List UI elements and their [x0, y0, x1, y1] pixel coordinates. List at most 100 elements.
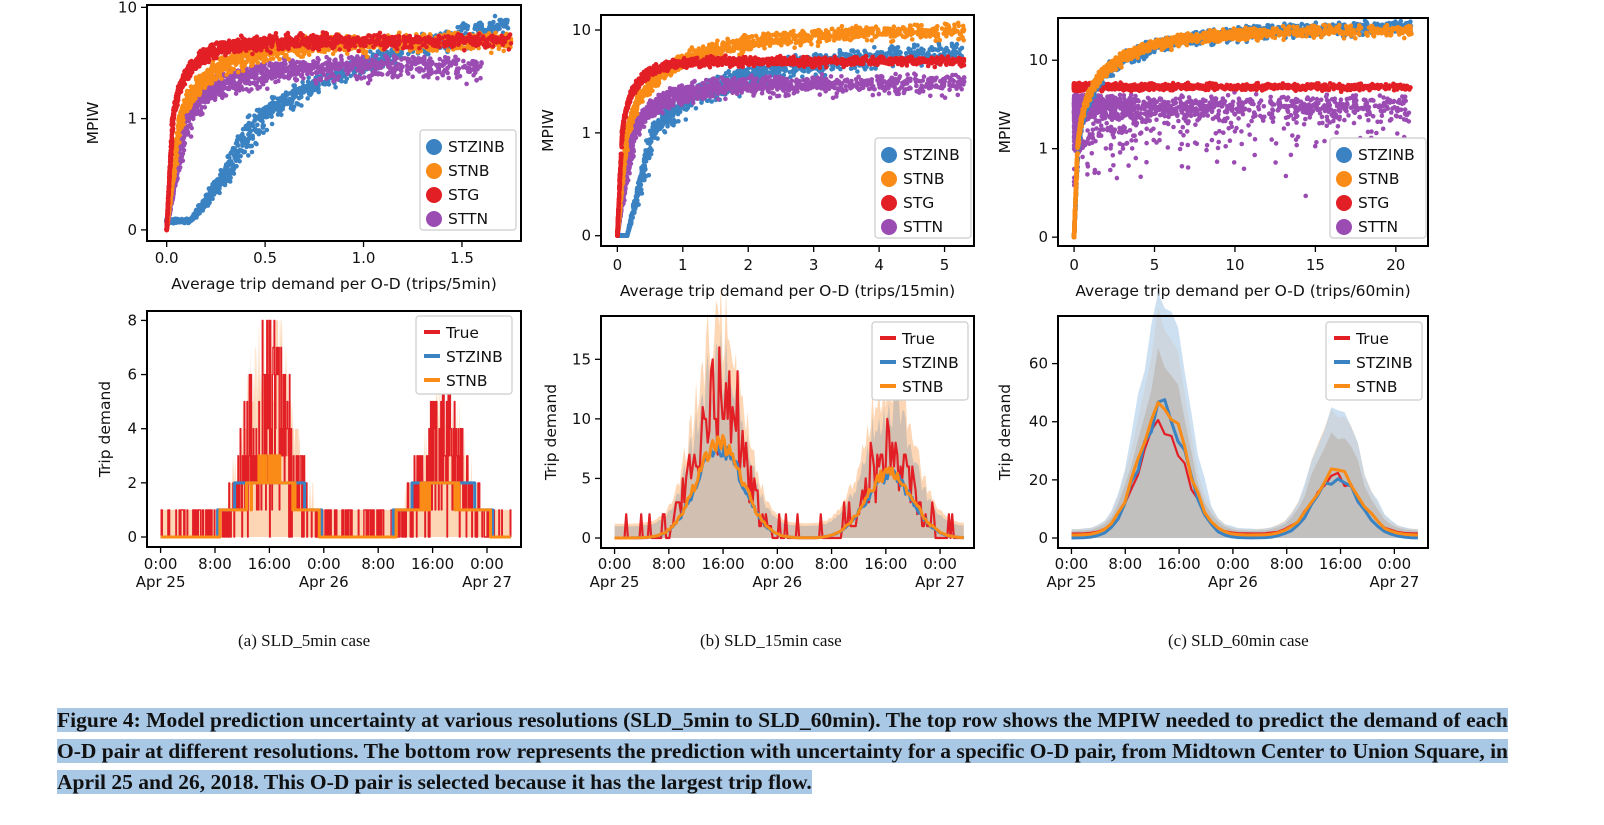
point-STTN: [367, 65, 373, 71]
point-STTN: [436, 66, 442, 72]
point-STZINB: [214, 179, 220, 184]
point-STTN: [363, 59, 369, 64]
point-STZINB: [502, 18, 508, 23]
point-STZINB: [504, 25, 510, 30]
point-STTN: [275, 67, 281, 73]
point-STTN: [286, 75, 292, 81]
point-STZINB: [290, 89, 296, 94]
point-STZINB: [260, 123, 266, 128]
point-STTN: [372, 68, 378, 73]
point-STTN: [369, 72, 375, 78]
point-STTN: [223, 93, 229, 98]
point-STTN: [269, 68, 275, 74]
point-STTN: [471, 66, 477, 72]
point-STTN: [347, 67, 353, 72]
point-STTN: [197, 100, 203, 105]
point-STNB: [226, 56, 231, 62]
point-STNB: [364, 54, 370, 60]
point-STTN: [370, 58, 375, 64]
point-STTN: [387, 62, 393, 67]
point-STZINB: [266, 109, 271, 115]
point-STTN: [263, 78, 269, 84]
point-STTN: [292, 76, 298, 81]
point-STZINB: [237, 147, 243, 153]
point-STZINB: [210, 182, 216, 188]
point-STTN: [367, 77, 373, 83]
point-STTN: [383, 53, 388, 59]
point-STZINB: [254, 122, 260, 128]
point-STTN: [416, 60, 422, 65]
point-STNB: [185, 94, 190, 100]
point-STTN: [392, 68, 397, 74]
point-STTN: [444, 66, 450, 72]
point-STZINB: [197, 210, 202, 216]
point-STTN: [433, 62, 439, 68]
point-STZINB: [252, 113, 257, 118]
point-STTN: [393, 64, 398, 69]
point-STZINB: [253, 140, 258, 146]
point-STNB: [226, 69, 231, 75]
point-STNB: [468, 46, 474, 52]
point-STTN: [452, 61, 458, 66]
point-STTN: [219, 93, 224, 98]
point-STZINB: [492, 13, 498, 19]
point-STNB: [298, 54, 304, 59]
point-STZINB: [188, 218, 193, 223]
point-STZINB: [475, 24, 481, 30]
point-STTN: [282, 68, 288, 73]
point-STTN: [325, 69, 331, 74]
point-STNB: [173, 155, 178, 160]
point-STZINB: [284, 101, 290, 107]
point-STNB: [219, 76, 224, 81]
point-STNB: [213, 68, 218, 74]
point-STZINB: [242, 149, 247, 155]
point-STTN: [421, 68, 426, 73]
point-STZINB: [465, 24, 471, 29]
point-STZINB: [210, 196, 215, 201]
point-STZINB: [497, 26, 502, 31]
point-STTN: [359, 76, 364, 81]
point-STNB: [489, 50, 494, 56]
point-STNB: [232, 55, 238, 60]
point-STTN: [343, 64, 349, 69]
point-STTN: [446, 75, 452, 81]
point-STTN: [470, 58, 475, 64]
point-STTN: [281, 73, 286, 79]
point-STZINB: [461, 25, 467, 31]
point-STZINB: [375, 49, 381, 54]
point-STTN: [466, 69, 471, 74]
point-STTN: [332, 58, 337, 63]
point-STZINB: [491, 19, 496, 25]
point-STTN: [259, 67, 264, 73]
point-STNB: [216, 64, 221, 70]
point-STZINB: [306, 75, 312, 80]
point-STNB: [191, 94, 197, 99]
point-STZINB: [281, 94, 287, 99]
point-STTN: [378, 71, 383, 77]
point-STTN: [231, 85, 236, 91]
point-STTN: [440, 72, 446, 78]
point-STTN: [324, 76, 329, 81]
point-STTN: [353, 59, 359, 65]
point-STTN: [466, 61, 471, 66]
point-STTN: [300, 63, 306, 68]
point-STTN: [298, 67, 304, 72]
point-STNB: [259, 55, 264, 61]
point-STTN: [406, 71, 411, 76]
point-STTN: [228, 79, 233, 84]
point-STTN: [410, 74, 416, 79]
point-STNB: [363, 49, 369, 55]
point-STNB: [187, 105, 193, 111]
point-STZINB: [279, 112, 284, 118]
point-STZINB: [233, 158, 239, 163]
point-STTN: [453, 71, 459, 76]
point-STTN: [309, 71, 315, 76]
point-STZINB: [235, 134, 241, 139]
point-STTN: [319, 63, 325, 68]
point-STZINB: [367, 49, 373, 54]
point-STZINB: [308, 92, 313, 97]
point-STZINB: [249, 143, 255, 149]
point-STTN: [264, 70, 270, 76]
point-STTN: [471, 73, 476, 78]
point-STTN: [318, 76, 323, 81]
